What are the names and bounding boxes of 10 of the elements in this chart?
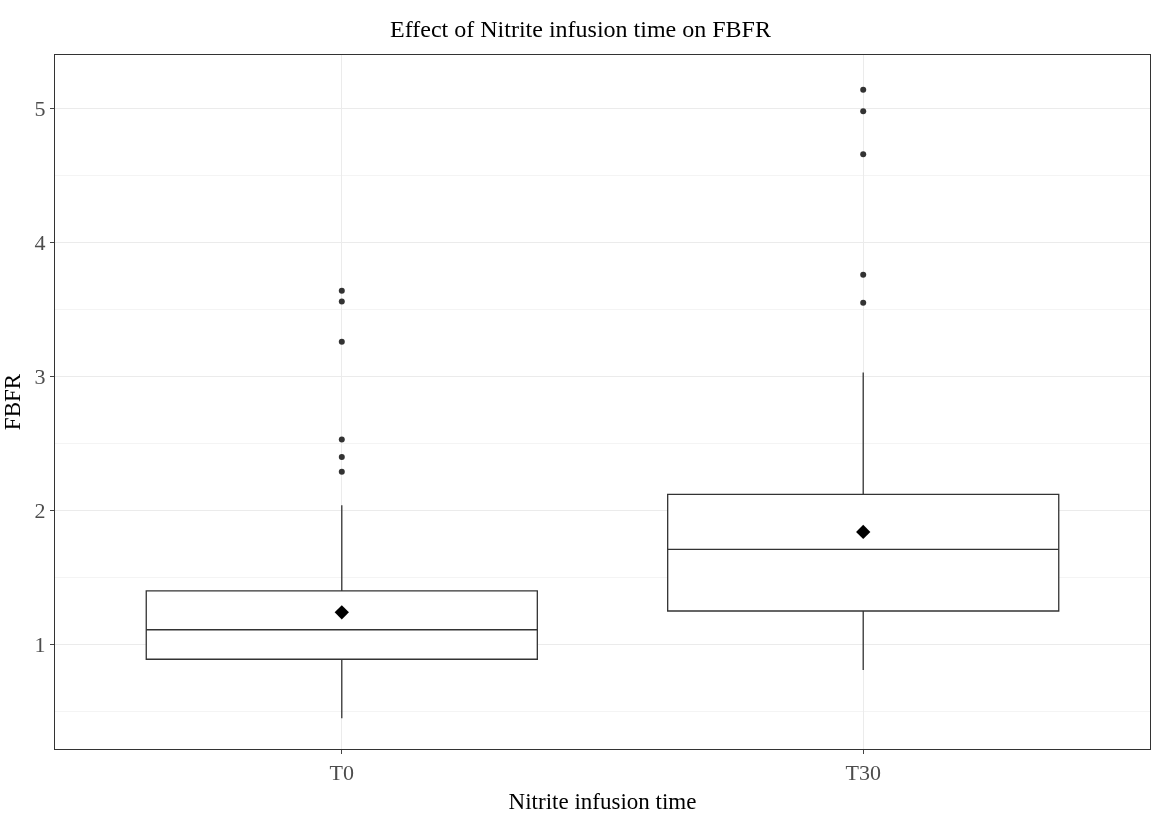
y-tick-label: 4 (34, 230, 46, 256)
y-tick-label: 2 (34, 498, 46, 524)
chart-title: Effect of Nitrite infusion time on FBFR (390, 16, 771, 43)
x-tick-label: T30 (845, 760, 881, 786)
y-tick-label: 5 (34, 96, 46, 122)
y-tick-label: 1 (34, 632, 46, 658)
y-axis-title: FBFR (0, 373, 25, 431)
x-axis-title: Nitrite infusion time (508, 789, 697, 814)
y-tick-label: 3 (34, 364, 46, 390)
x-tick-label: T0 (329, 760, 355, 786)
